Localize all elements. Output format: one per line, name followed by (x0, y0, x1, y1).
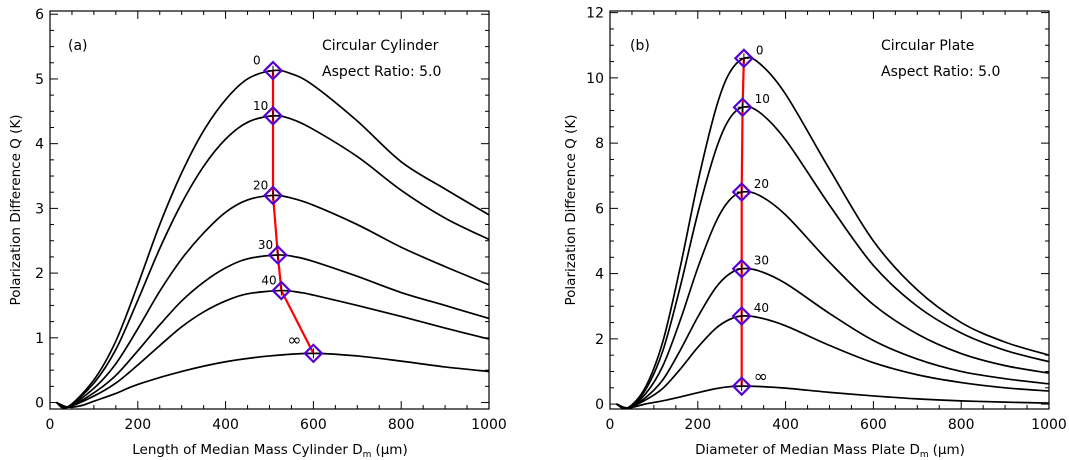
series-curve (616, 315, 1050, 409)
peak-marker (731, 376, 752, 397)
series-label: 20 (754, 177, 769, 191)
series-curve (616, 56, 1050, 410)
series-label: 30 (258, 238, 273, 252)
peak-marker (732, 97, 753, 118)
series-curve (56, 254, 490, 409)
y-tick-label: 6 (595, 201, 604, 217)
x-axis-label-main: Diameter of Median Mass Plate D (695, 442, 920, 458)
peak-marker (731, 182, 752, 203)
peak-marker (733, 48, 754, 69)
x-axis-label-subscript: m (920, 450, 929, 460)
x-axis-label: Diameter of Median Mass Plate Dm (μm) (695, 442, 965, 460)
y-tick-label: 4 (35, 137, 44, 153)
series-label: 20 (253, 178, 268, 192)
y-tick-label: 1 (35, 331, 44, 347)
peak-marker (262, 105, 284, 126)
series-label: 40 (754, 301, 769, 315)
series-label: 40 (261, 274, 276, 288)
peak-marker (731, 305, 752, 327)
series-curve (616, 267, 1050, 410)
x-tick-label: 1000 (471, 417, 507, 433)
y-tick-label: 2 (35, 266, 44, 282)
x-axis-label: Length of Median Mass Cylinder Dm (μm) (132, 442, 407, 460)
peak-marker (731, 258, 752, 279)
y-tick-label: 10 (586, 71, 604, 87)
series-curve (56, 69, 490, 409)
x-tick-label: 800 (388, 417, 415, 433)
y-tick-label: 4 (595, 267, 604, 283)
panel-b: 0 10 20 30 40 ∞ 0 200 400 600 800 1000 0 2 4 6 8 10 12 Diam… (563, 6, 1067, 460)
y-tick-label: 2 (595, 332, 604, 348)
x-tick-label: 0 (606, 417, 615, 433)
x-axis-label-subscript: m (363, 450, 372, 460)
y-tick-label: 0 (595, 397, 604, 413)
series-label: 30 (754, 254, 769, 268)
panel-a: 0 10 20 30 40 ∞ 0 200 400 600 800 1000 0 1 2 3 4 5 6 Length… (8, 7, 507, 460)
series-label: ∞ (287, 330, 301, 350)
x-axis-label-unit: (μm) (375, 442, 407, 458)
y-tick-label: 12 (586, 6, 604, 22)
y-tick-label: 8 (595, 136, 604, 152)
series-label: 0 (756, 43, 764, 57)
y-tick-label: 6 (35, 7, 44, 23)
annotation-text: Circular Plate (881, 38, 974, 54)
panel-label: (a) (68, 38, 88, 54)
y-axis-label: Polarization Difference Q (K) (563, 115, 579, 306)
y-tick-label: 0 (35, 396, 44, 412)
series-curve (616, 385, 1050, 409)
x-axis-label-main: Length of Median Mass Cylinder D (132, 442, 362, 458)
x-tick-label: 1000 (1031, 417, 1067, 433)
series-curve (56, 352, 490, 409)
peak-marker (262, 185, 284, 206)
x-tick-label: 600 (300, 417, 327, 433)
panel-label: (b) (630, 38, 650, 54)
peak-marker (271, 280, 292, 301)
series-label: 10 (253, 99, 268, 113)
peak-marker (262, 60, 284, 81)
peak-marker (303, 343, 324, 364)
x-tick-label: 600 (860, 417, 887, 433)
annotation-text: Aspect Ratio: 5.0 (881, 64, 1000, 80)
y-axis-label: Polarization Difference Q (K) (8, 115, 24, 306)
annotation-text: Aspect Ratio: 5.0 (322, 64, 441, 80)
series-label: 0 (253, 54, 261, 68)
series-label: ∞ (754, 367, 768, 387)
y-tick-label: 3 (35, 201, 44, 217)
x-tick-label: 200 (684, 417, 711, 433)
annotation-text: Circular Cylinder (322, 38, 439, 54)
x-tick-label: 400 (212, 417, 239, 433)
x-tick-label: 0 (46, 417, 55, 433)
x-tick-label: 800 (948, 417, 975, 433)
y-tick-label: 5 (35, 72, 44, 88)
x-axis-label-unit: (μm) (933, 442, 965, 458)
series-curve (56, 194, 490, 409)
series-curve (56, 114, 490, 409)
series-curve (56, 289, 490, 409)
peak-marker (267, 244, 288, 266)
x-tick-label: 400 (772, 417, 799, 433)
x-tick-label: 200 (124, 417, 151, 433)
series-label: 10 (755, 92, 770, 106)
